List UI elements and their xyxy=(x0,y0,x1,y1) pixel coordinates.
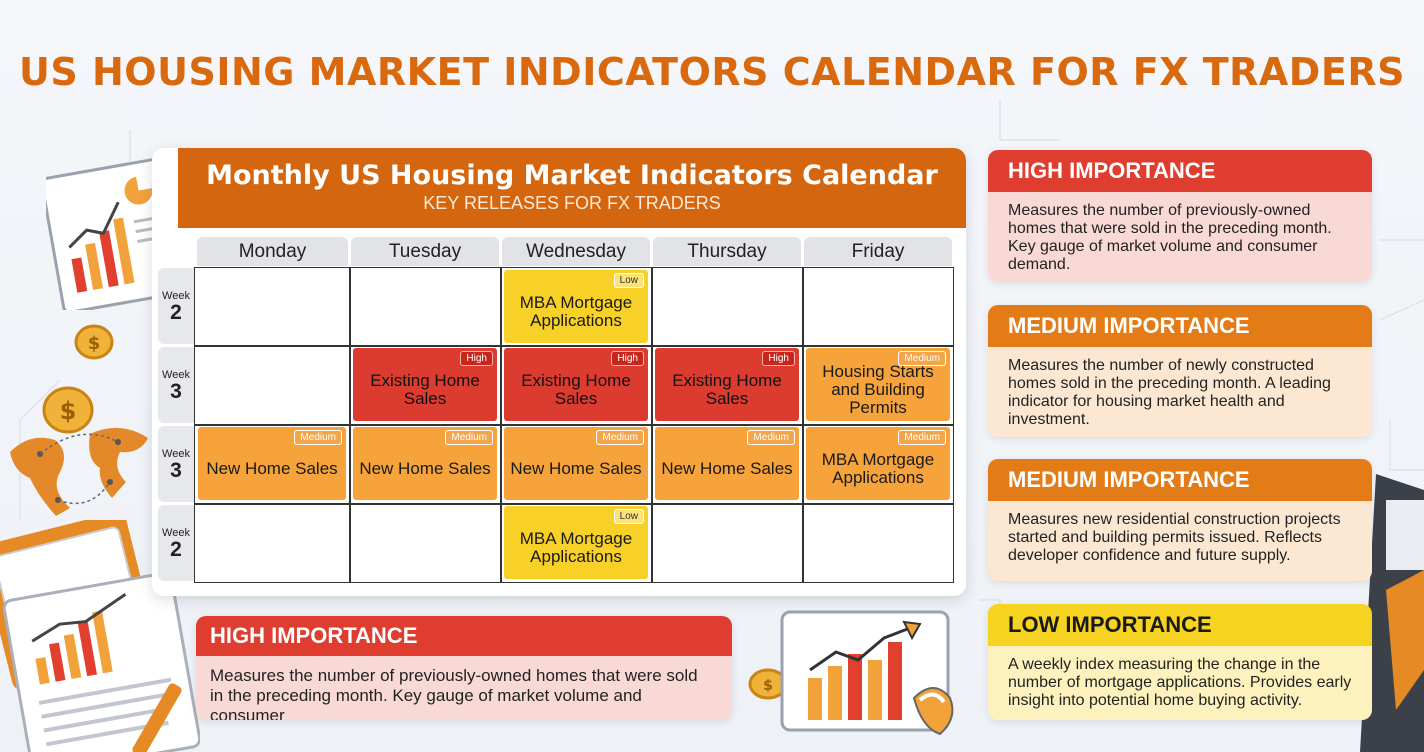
svg-text:$: $ xyxy=(88,333,101,354)
importance-description: A weekly index measuring the change in t… xyxy=(988,646,1372,720)
event-name: MBA Mortgage Applications xyxy=(519,292,633,330)
importance-heading: LOW IMPORTANCE xyxy=(988,604,1372,646)
week-number: 2 xyxy=(170,301,182,324)
week-number: 2 xyxy=(170,538,182,561)
importance-badge: Medium xyxy=(898,430,946,445)
event-name: Existing Home Sales xyxy=(370,370,480,408)
week-label: Week 2 xyxy=(158,268,194,344)
calendar-event[interactable]: High Existing Home Sales xyxy=(353,348,497,421)
importance-badge: Medium xyxy=(747,430,795,445)
importance-badge: High xyxy=(762,351,795,366)
calendar-event[interactable]: Medium New Home Sales xyxy=(504,427,648,500)
importance-badge: Medium xyxy=(596,430,644,445)
bar-chart-tablet-icon xyxy=(46,158,182,310)
importance-card-low: LOW IMPORTANCE A weekly index measuring … xyxy=(988,604,1372,720)
world-map-icon xyxy=(10,427,148,516)
importance-badge: Medium xyxy=(898,351,946,366)
week-label: Week 2 xyxy=(158,505,194,581)
bottom-importance-card: HIGH IMPORTANCE Measures the number of p… xyxy=(196,616,732,720)
day-header-wednesday: Wednesday xyxy=(502,237,650,266)
week-label: Week 3 xyxy=(158,426,194,502)
day-header-monday: Monday xyxy=(197,237,348,266)
importance-card-medium: MEDIUM IMPORTANCE Measures the number of… xyxy=(988,305,1372,437)
importance-card-high: HIGH IMPORTANCE Measures the number of p… xyxy=(988,150,1372,282)
importance-badge: High xyxy=(460,351,493,366)
event-name: MBA Mortgage Applications xyxy=(519,528,633,566)
importance-description: Measures the number of previously-owned … xyxy=(196,656,732,720)
calendar-event[interactable]: Medium Housing Starts and Building Permit… xyxy=(806,348,950,421)
event-name: New Home Sales xyxy=(359,458,491,478)
day-header-thursday: Thursday xyxy=(653,237,801,266)
importance-badge: Medium xyxy=(294,430,342,445)
event-name: Existing Home Sales xyxy=(672,370,782,408)
importance-description: Measures the number of newly constructed… xyxy=(988,347,1372,437)
calendar-subtitle: KEY RELEASES FOR FX TRADERS xyxy=(423,193,721,213)
event-name: New Home Sales xyxy=(510,458,642,478)
importance-heading: MEDIUM IMPORTANCE xyxy=(988,305,1372,347)
svg-text:$: $ xyxy=(60,397,77,425)
importance-heading: MEDIUM IMPORTANCE xyxy=(988,459,1372,501)
week-number: 3 xyxy=(170,380,182,403)
event-name: Housing Starts and Building Permits xyxy=(822,361,934,417)
week-label-text: Week xyxy=(162,369,190,381)
importance-heading: HIGH IMPORTANCE xyxy=(988,150,1372,192)
growth-chart-icon: $ xyxy=(748,610,954,736)
event-name: Existing Home Sales xyxy=(521,370,631,408)
day-header-friday: Friday xyxy=(804,237,952,266)
week-label-text: Week xyxy=(162,527,190,539)
importance-badge: High xyxy=(611,351,644,366)
calendar-header: Monthly US Housing Market Indicators Cal… xyxy=(178,148,966,228)
calendar-event[interactable]: Medium New Home Sales xyxy=(353,427,497,500)
calendar-event[interactable]: High Existing Home Sales xyxy=(655,348,799,421)
folder-icon xyxy=(1360,474,1424,752)
calendar-event[interactable]: Medium New Home Sales xyxy=(655,427,799,500)
calendar-event[interactable]: Medium New Home Sales xyxy=(198,427,346,500)
event-name: New Home Sales xyxy=(206,458,338,478)
svg-text:$: $ xyxy=(763,678,773,694)
importance-description: Measures the number of previously-owned … xyxy=(988,192,1372,282)
importance-heading: HIGH IMPORTANCE xyxy=(196,616,732,656)
day-header-tuesday: Tuesday xyxy=(351,237,499,266)
calendar-grid: Low MBA Mortgage Applications High Existing… xyxy=(194,267,954,583)
importance-badge: Medium xyxy=(445,430,493,445)
calendar-event[interactable]: Low MBA Mortgage Applications xyxy=(504,270,648,343)
importance-badge: Low xyxy=(613,509,644,524)
week-label: Week 3 xyxy=(158,347,194,423)
week-number: 3 xyxy=(170,459,182,482)
report-document-icon xyxy=(0,520,200,752)
calendar-event[interactable]: Medium MBA Mortgage Applications xyxy=(806,427,950,500)
week-label-text: Week xyxy=(162,448,190,460)
importance-description: Measures new residential construction pr… xyxy=(988,501,1372,581)
calendar-title: Monthly US Housing Market Indicators Cal… xyxy=(206,160,938,191)
coin-icon: $ xyxy=(74,324,114,360)
week-label-text: Week xyxy=(162,290,190,302)
importance-card-medium: MEDIUM IMPORTANCE Measures new residenti… xyxy=(988,459,1372,581)
calendar-event[interactable]: Low MBA Mortgage Applications xyxy=(504,506,648,579)
calendar-event[interactable]: High Existing Home Sales xyxy=(504,348,648,421)
page-title: US HOUSING MARKET INDICATORS CALENDAR FO… xyxy=(19,50,1405,94)
event-name: New Home Sales xyxy=(661,458,793,478)
importance-badge: Low xyxy=(613,273,644,288)
coin-icon: $ xyxy=(42,386,94,434)
event-name: MBA Mortgage Applications xyxy=(821,449,935,487)
